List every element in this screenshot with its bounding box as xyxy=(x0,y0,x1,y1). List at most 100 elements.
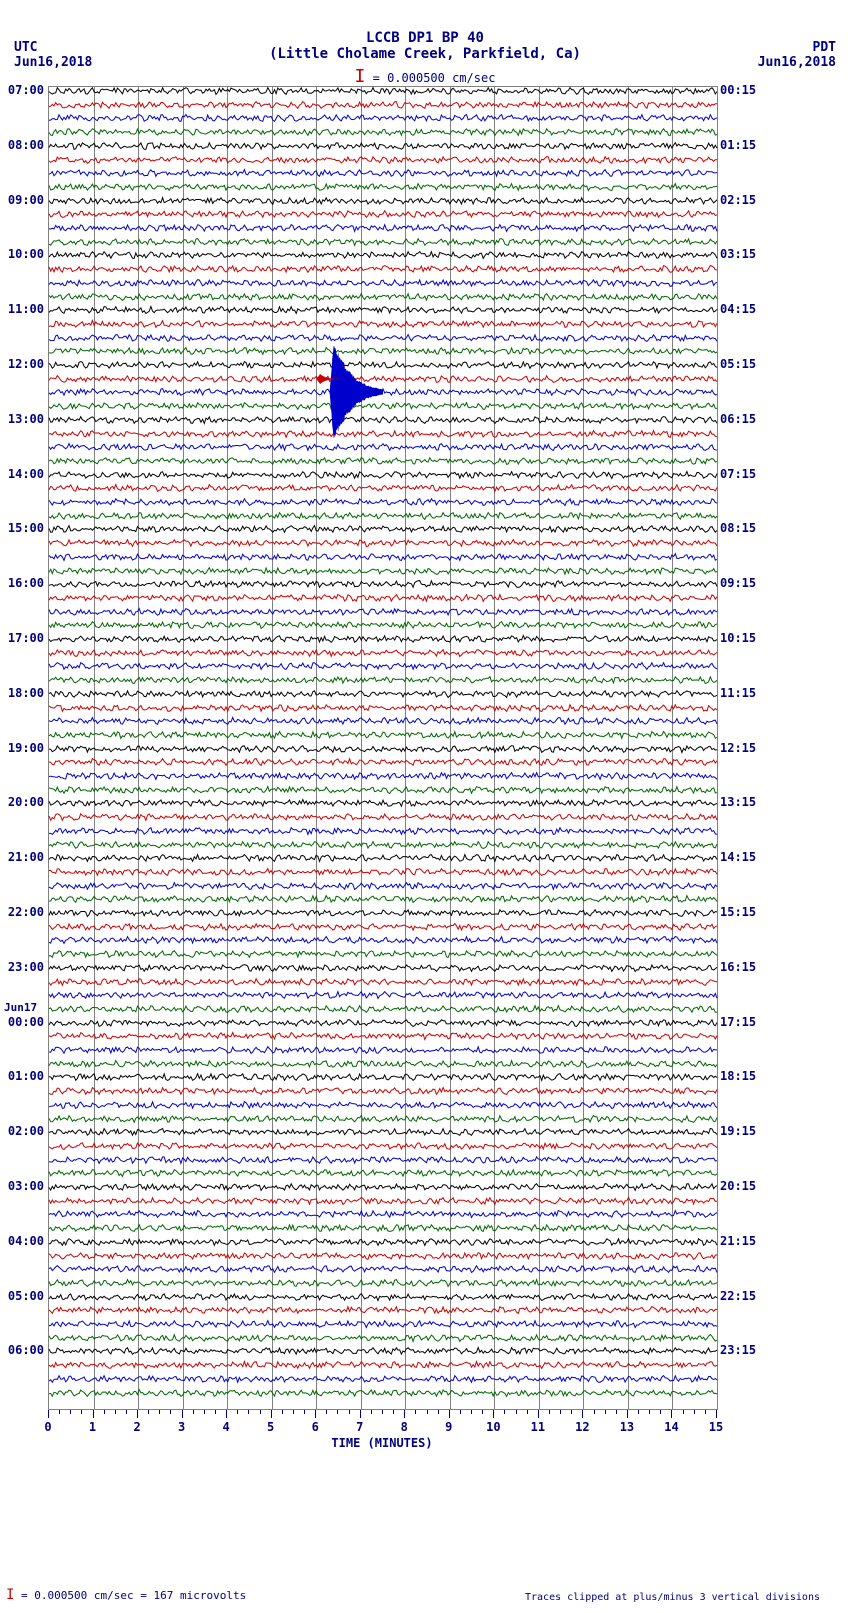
trace-row xyxy=(49,803,717,806)
trace-row xyxy=(49,954,717,957)
utc-hour-label: 23:00 xyxy=(4,960,44,974)
trace-row xyxy=(49,968,717,971)
date-mark: Jun17 xyxy=(4,1001,37,1014)
x-axis-title: TIME (MINUTES) xyxy=(48,1436,716,1450)
seismogram-plot xyxy=(48,86,718,1410)
footer-left-text: = 0.000500 cm/sec = 167 microvolts xyxy=(14,1589,246,1602)
utc-hour-label: 20:00 xyxy=(4,795,44,809)
x-tick-label: 12 xyxy=(575,1420,589,1434)
trace-row xyxy=(49,913,717,916)
trace-row xyxy=(49,940,717,943)
trace-row xyxy=(49,283,717,286)
pdt-hour-label: 04:15 xyxy=(720,302,780,316)
pdt-hour-label: 23:15 xyxy=(720,1343,780,1357)
x-tick-label: 15 xyxy=(709,1420,723,1434)
trace-row xyxy=(49,1256,717,1259)
trace-row xyxy=(49,1379,717,1382)
trace-row xyxy=(49,749,717,752)
trace-row xyxy=(49,297,717,300)
pdt-hour-label: 21:15 xyxy=(720,1234,780,1248)
trace-row xyxy=(49,790,717,793)
trace-row xyxy=(49,201,717,204)
trace-row xyxy=(49,886,717,889)
trace-row xyxy=(49,1064,717,1067)
trace-row xyxy=(49,1119,717,1122)
pdt-hour-label: 11:15 xyxy=(720,686,780,700)
trace-row xyxy=(49,1187,717,1190)
trace-row xyxy=(49,653,717,656)
trace-row xyxy=(49,516,717,519)
x-tick-label: 9 xyxy=(445,1420,452,1434)
trace-row xyxy=(49,1009,717,1012)
trace-row xyxy=(49,1146,717,1149)
trace-row xyxy=(49,146,717,149)
utc-hour-label: 22:00 xyxy=(4,905,44,919)
x-tick-label: 2 xyxy=(133,1420,140,1434)
utc-hour-label: 12:00 xyxy=(4,357,44,371)
pdt-hour-label: 06:15 xyxy=(720,412,780,426)
pdt-hour-label: 12:15 xyxy=(720,741,780,755)
trace-row xyxy=(49,708,717,711)
pdt-hour-label: 14:15 xyxy=(720,850,780,864)
seismic-event xyxy=(49,344,717,444)
trace-row xyxy=(49,187,717,190)
trace-row xyxy=(49,1324,717,1327)
x-tick-label: 8 xyxy=(401,1420,408,1434)
trace-row xyxy=(49,557,717,560)
seismogram-container: LCCB DP1 BP 40 (Little Cholame Creek, Pa… xyxy=(0,0,850,1613)
pdt-hour-label: 03:15 xyxy=(720,247,780,261)
trace-row xyxy=(49,1269,717,1272)
trace-row xyxy=(49,338,717,341)
trace-row xyxy=(49,1242,717,1245)
trace-row xyxy=(49,1283,717,1286)
trace-row xyxy=(49,269,717,272)
tz-right-label: PDT xyxy=(758,40,836,55)
trace-row xyxy=(49,173,717,176)
utc-hour-label: 09:00 xyxy=(4,193,44,207)
trace-row xyxy=(49,666,717,669)
trace-row xyxy=(49,488,717,491)
tz-left-label: UTC xyxy=(14,40,92,55)
trace-row xyxy=(49,735,717,738)
utc-hour-label: 01:00 xyxy=(4,1069,44,1083)
trace-row xyxy=(49,598,717,601)
utc-hour-label: 11:00 xyxy=(4,302,44,316)
trace-row xyxy=(49,447,717,450)
trace-row xyxy=(49,1023,717,1026)
trace-row xyxy=(49,584,717,587)
trace-row xyxy=(49,214,717,217)
trace-row xyxy=(49,1132,717,1135)
trace-row xyxy=(49,995,717,998)
utc-hour-label: 06:00 xyxy=(4,1343,44,1357)
x-tick-label: 10 xyxy=(486,1420,500,1434)
pdt-hour-label: 05:15 xyxy=(720,357,780,371)
x-tick-label: 5 xyxy=(267,1420,274,1434)
trace-row xyxy=(49,461,717,464)
x-tick-label: 14 xyxy=(664,1420,678,1434)
pdt-hour-label: 20:15 xyxy=(720,1179,780,1193)
trace-row xyxy=(49,680,717,683)
trace-row xyxy=(49,1297,717,1300)
utc-hour-label: 15:00 xyxy=(4,521,44,535)
utc-hour-label: 04:00 xyxy=(4,1234,44,1248)
trace-row xyxy=(49,982,717,985)
trace-row xyxy=(49,899,717,902)
utc-hour-label: 13:00 xyxy=(4,412,44,426)
trace-row xyxy=(49,91,717,94)
x-tick-label: 4 xyxy=(223,1420,230,1434)
utc-hour-label: 10:00 xyxy=(4,247,44,261)
x-tick-label: 0 xyxy=(44,1420,51,1434)
trace-row xyxy=(49,1365,717,1368)
trace-row xyxy=(49,1050,717,1053)
trace-row xyxy=(49,845,717,848)
trace-row xyxy=(49,242,717,245)
trace-row xyxy=(49,872,717,875)
tz-left-date: Jun16,2018 xyxy=(14,55,92,70)
tz-right-date: Jun16,2018 xyxy=(758,55,836,70)
trace-row xyxy=(49,1393,717,1396)
trace-row xyxy=(49,1228,717,1231)
x-tick-label: 6 xyxy=(312,1420,319,1434)
trace-row xyxy=(49,228,717,231)
utc-hour-label: 14:00 xyxy=(4,467,44,481)
trace-row xyxy=(49,625,717,628)
